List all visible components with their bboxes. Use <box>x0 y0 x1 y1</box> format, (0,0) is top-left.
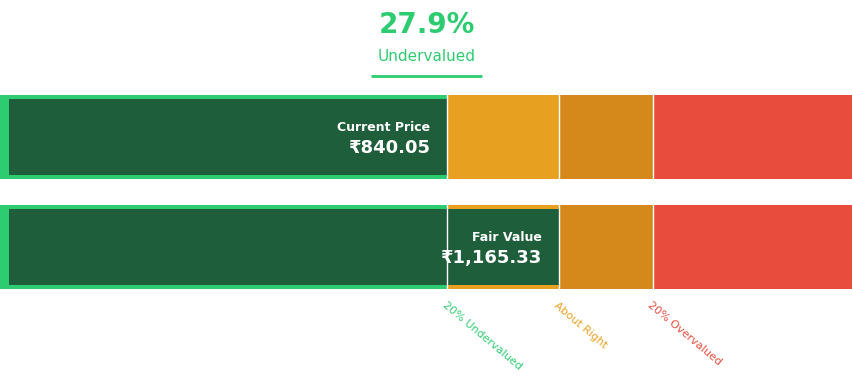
Text: Undervalued: Undervalued <box>377 49 475 64</box>
Bar <box>0 95 446 179</box>
Bar <box>558 95 652 179</box>
Bar <box>652 95 852 179</box>
Bar <box>652 205 852 289</box>
Text: ₹840.05: ₹840.05 <box>348 139 429 157</box>
Text: 20% Undervalued: 20% Undervalued <box>440 300 523 372</box>
Bar <box>9 209 558 285</box>
Text: ₹1,165.33: ₹1,165.33 <box>440 249 541 268</box>
Text: 27.9%: 27.9% <box>378 11 474 40</box>
Bar <box>0 179 852 205</box>
Bar <box>446 205 558 289</box>
Bar <box>0 205 446 289</box>
Text: Fair Value: Fair Value <box>471 231 541 244</box>
Bar <box>558 205 652 289</box>
Text: Current Price: Current Price <box>337 121 429 134</box>
Text: About Right: About Right <box>551 300 608 350</box>
Bar <box>9 99 446 175</box>
Bar <box>446 95 558 179</box>
Text: 20% Overvalued: 20% Overvalued <box>645 300 722 367</box>
